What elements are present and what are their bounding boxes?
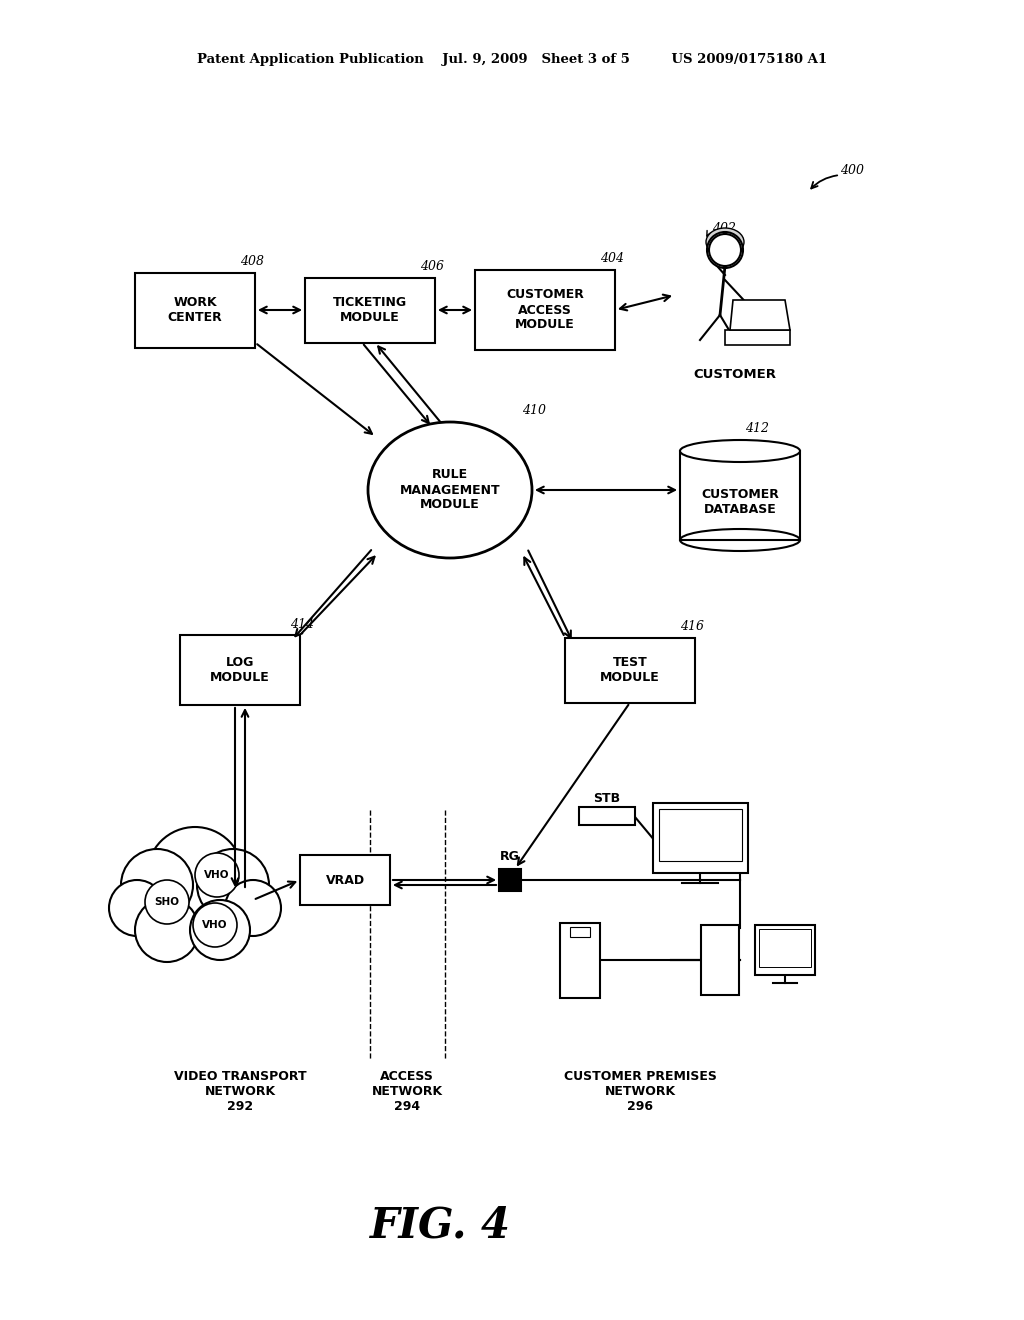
Circle shape	[197, 849, 269, 921]
Text: RULE
MANAGEMENT
MODULE: RULE MANAGEMENT MODULE	[399, 469, 501, 511]
Text: 402: 402	[712, 222, 736, 235]
Text: STB: STB	[594, 792, 621, 804]
Text: LOG
MODULE: LOG MODULE	[210, 656, 270, 684]
Bar	[300, 855, 390, 906]
Bar	[135, 272, 255, 347]
Text: TICKETING
MODULE: TICKETING MODULE	[333, 296, 408, 323]
Bar	[565, 638, 695, 702]
Circle shape	[147, 828, 243, 923]
Text: WORK
CENTER: WORK CENTER	[168, 296, 222, 323]
Ellipse shape	[706, 228, 744, 256]
Text: 404: 404	[600, 252, 624, 265]
Bar	[725, 330, 790, 345]
Bar	[579, 807, 635, 825]
Bar	[499, 869, 521, 891]
Text: CUSTOMER
ACCESS
MODULE: CUSTOMER ACCESS MODULE	[506, 289, 584, 331]
Text: ACCESS
NETWORK
294: ACCESS NETWORK 294	[372, 1071, 442, 1113]
Circle shape	[135, 898, 199, 962]
Polygon shape	[730, 300, 790, 330]
Bar	[570, 927, 590, 936]
Text: Patent Application Publication    Jul. 9, 2009   Sheet 3 of 5         US 2009/01: Patent Application Publication Jul. 9, 2…	[197, 54, 827, 66]
Circle shape	[190, 900, 250, 960]
Text: VRAD: VRAD	[326, 874, 365, 887]
Circle shape	[195, 853, 239, 898]
Circle shape	[193, 903, 237, 946]
Bar	[755, 925, 815, 975]
Circle shape	[109, 880, 165, 936]
Circle shape	[121, 849, 193, 921]
Bar	[680, 451, 800, 540]
Ellipse shape	[368, 422, 532, 558]
Bar	[658, 809, 741, 861]
Text: SHO: SHO	[155, 898, 179, 907]
Text: 416: 416	[680, 620, 705, 634]
Text: 414: 414	[290, 618, 314, 631]
Text: 406: 406	[420, 260, 444, 273]
Text: CUSTOMER: CUSTOMER	[693, 368, 776, 381]
Bar	[305, 277, 435, 342]
Bar	[475, 271, 615, 350]
Text: FIG. 4: FIG. 4	[370, 1204, 511, 1246]
Bar	[701, 925, 739, 995]
Text: VIDEO TRANSPORT
NETWORK
292: VIDEO TRANSPORT NETWORK 292	[174, 1071, 306, 1113]
Circle shape	[225, 880, 281, 936]
Circle shape	[145, 880, 189, 924]
Text: 408: 408	[240, 255, 264, 268]
Text: 410: 410	[522, 404, 546, 417]
Text: RG: RG	[500, 850, 520, 863]
Bar	[652, 803, 748, 873]
Text: 412: 412	[745, 421, 769, 434]
Bar	[560, 923, 600, 998]
Bar	[180, 635, 300, 705]
Circle shape	[709, 234, 741, 267]
Text: VHO: VHO	[203, 920, 227, 931]
Text: 400: 400	[840, 164, 864, 177]
Text: CUSTOMER
DATABASE: CUSTOMER DATABASE	[701, 488, 779, 516]
Text: VHO: VHO	[204, 870, 229, 880]
Bar	[759, 929, 811, 968]
Circle shape	[707, 232, 743, 268]
Text: CUSTOMER PREMISES
NETWORK
296: CUSTOMER PREMISES NETWORK 296	[563, 1071, 717, 1113]
Ellipse shape	[680, 440, 800, 462]
Text: TEST
MODULE: TEST MODULE	[600, 656, 659, 684]
